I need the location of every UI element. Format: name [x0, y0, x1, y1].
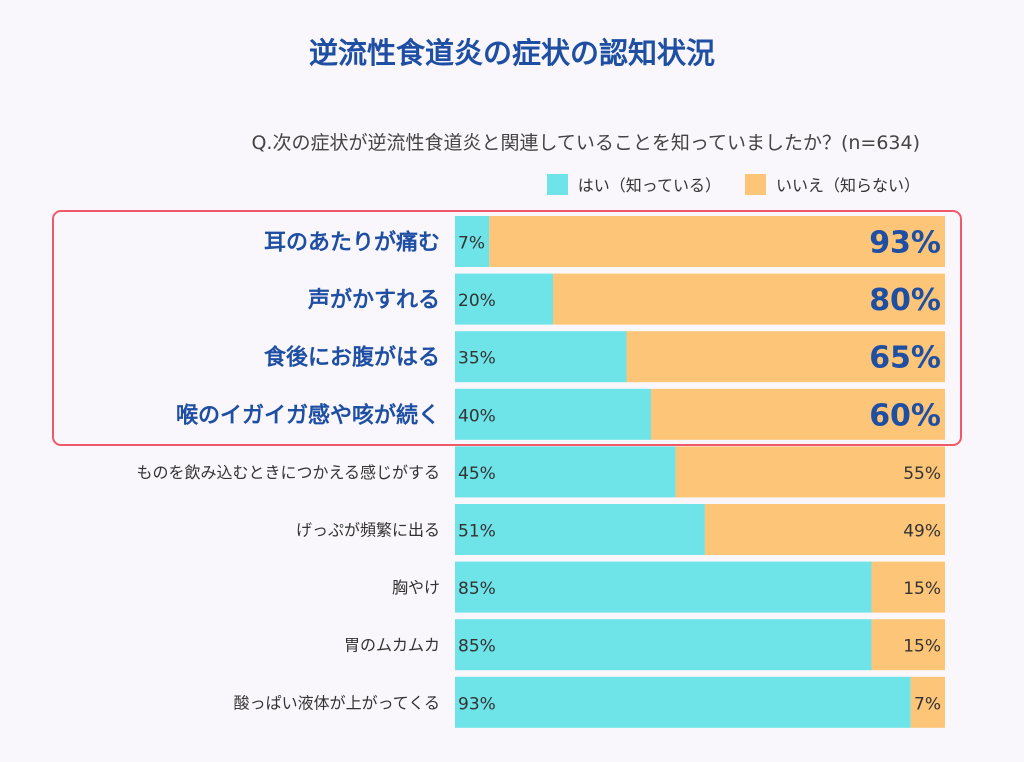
- legend-swatch-yes: [546, 173, 568, 195]
- bar-no: [626, 331, 945, 383]
- value-label-no: 15%: [903, 637, 941, 657]
- bar-no: [910, 676, 945, 728]
- bar-yes: [455, 216, 490, 267]
- category-label: 喉のイガイガ感や咳が続く: [176, 402, 440, 428]
- bar-no: [871, 561, 945, 613]
- value-label-yes: 40%: [458, 406, 496, 426]
- value-label-yes: 7%: [458, 234, 485, 254]
- bar-yes: [455, 446, 676, 498]
- bar-yes: [455, 273, 553, 325]
- category-label: げっぷが頻繁に出る: [296, 521, 440, 540]
- value-label-no: 49%: [903, 522, 941, 542]
- legend: はい（知っている） いいえ（知らない）: [523, 172, 920, 196]
- highlight-box: [52, 210, 962, 446]
- bar-yes: [455, 676, 911, 728]
- bar-no: [675, 446, 945, 498]
- value-label-yes: 45%: [458, 464, 496, 484]
- category-label: 声がかすれる: [307, 287, 440, 313]
- value-label-yes: 35%: [458, 349, 496, 369]
- value-label-yes: 85%: [458, 637, 496, 657]
- bar-no: [704, 504, 945, 555]
- value-label-no: 65%: [869, 341, 941, 376]
- value-label-no: 60%: [869, 398, 941, 433]
- chart-subtitle: Q.次の症状が逆流性食道炎と関連していることを知っていましたか？(n=634): [251, 132, 920, 154]
- value-label-yes: 93%: [458, 694, 496, 714]
- bar-no: [553, 273, 945, 325]
- bar-yes: [455, 388, 651, 440]
- bar-yes: [455, 504, 705, 555]
- value-label-no: 15%: [903, 579, 941, 599]
- value-label-yes: 51%: [458, 522, 496, 542]
- legend-label-no: いいえ（知らない）: [775, 176, 920, 195]
- bar-no: [651, 388, 945, 440]
- bar-yes: [455, 561, 872, 613]
- legend-label-yes: はい（知っている）: [577, 176, 721, 195]
- value-label-no: 93%: [869, 226, 941, 261]
- bar-yes: [455, 619, 872, 671]
- value-label-no: 7%: [914, 694, 941, 714]
- category-label: 酸っぱい液体が上がってくる: [234, 693, 440, 712]
- value-label-no: 80%: [869, 283, 941, 318]
- value-label-yes: 20%: [458, 291, 496, 311]
- category-label: 胃のムカムカ: [344, 636, 440, 655]
- bar-yes: [455, 331, 627, 383]
- category-label: ものを飲み込むときにつかえる感じがする: [136, 463, 440, 482]
- bar-no: [871, 619, 945, 671]
- value-label-yes: 85%: [458, 579, 496, 599]
- legend-swatch-no: [744, 173, 766, 195]
- category-label: 食後にお腹がはる: [264, 345, 440, 371]
- category-label: 胸やけ: [392, 578, 440, 597]
- value-label-no: 55%: [903, 464, 941, 484]
- category-label: 耳のあたりが痛む: [264, 230, 440, 256]
- chart-title: 逆流性食道炎の症状の認知状況: [308, 36, 715, 70]
- bar-no: [489, 216, 945, 267]
